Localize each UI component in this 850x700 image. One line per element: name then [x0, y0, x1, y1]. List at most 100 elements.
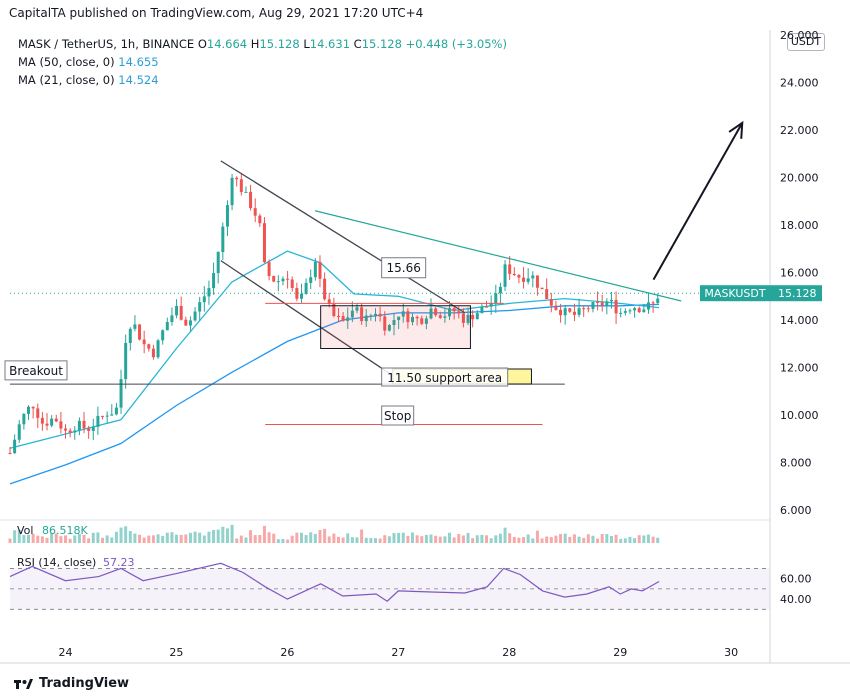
candle-body — [406, 311, 410, 323]
candle-body — [327, 299, 331, 304]
candle-body — [40, 417, 44, 424]
rsi-tick-label: 40.00 — [780, 593, 812, 606]
candle-body — [323, 278, 327, 300]
volume-bar — [494, 535, 498, 543]
volume-bar — [434, 535, 438, 543]
symbol-legend: MASK / TetherUS, 1h, BINANCE O14.664 H15… — [18, 37, 507, 51]
candle-body — [373, 313, 377, 316]
rsi-tick-label: 60.00 — [780, 573, 812, 586]
candle-body — [540, 287, 544, 290]
volume-bar — [438, 536, 442, 543]
candle-body — [290, 279, 294, 288]
volume-bar — [568, 536, 572, 543]
volume-bar — [309, 532, 313, 543]
candle-body — [485, 306, 489, 308]
candle-body — [91, 426, 95, 431]
volume-bar — [461, 535, 465, 543]
volume-bar — [646, 534, 650, 543]
candle-body — [494, 293, 498, 304]
time-tick-label: 29 — [613, 646, 627, 659]
candle-body — [73, 430, 77, 433]
volume-bar — [424, 534, 428, 543]
volume-bar — [411, 532, 415, 543]
time-tick-label: 26 — [280, 646, 294, 659]
volume-bar — [471, 538, 475, 543]
volume-bar — [101, 537, 105, 543]
volume-bar — [64, 535, 68, 543]
volume-bar — [318, 530, 322, 543]
candle-body — [114, 407, 118, 415]
candle-body — [142, 339, 146, 345]
volume-bar — [466, 532, 470, 543]
candle-body — [387, 324, 391, 331]
volume-bar — [540, 538, 544, 543]
volume-bar — [272, 533, 276, 543]
candle-body — [13, 439, 17, 454]
tradingview-logo[interactable]: TradingView — [14, 676, 129, 691]
candles — [8, 173, 660, 455]
time-tick-label: 25 — [169, 646, 183, 659]
candle-body — [133, 324, 137, 329]
candle-body — [105, 415, 109, 417]
support-label-box — [381, 367, 509, 387]
volume-bar — [383, 535, 387, 543]
volume-bar — [313, 533, 317, 543]
candle-body — [535, 275, 539, 288]
volume-label: Vol — [17, 524, 33, 537]
volume-bar — [633, 538, 637, 543]
volume-bar — [77, 533, 81, 543]
candle-body — [8, 453, 12, 454]
candle-body — [216, 252, 220, 274]
candle-body — [364, 315, 368, 322]
candle-body — [355, 307, 359, 311]
ma50-value: 14.655 — [118, 55, 159, 69]
high-value: 15.128 — [259, 37, 300, 51]
volume-bar — [184, 534, 188, 543]
volume-bar — [22, 535, 26, 543]
volume-bar — [535, 530, 539, 543]
candle-body — [448, 308, 452, 317]
candle-body — [651, 302, 655, 304]
candle-body — [434, 308, 438, 316]
publisher-header: CapitalTA published on TradingView.com, … — [9, 6, 424, 20]
candle-body — [309, 277, 313, 283]
volume-bar — [508, 533, 512, 543]
volume-bars — [8, 524, 660, 543]
volume-bar — [156, 534, 160, 543]
volume-bar — [235, 538, 239, 543]
falling-trendline-upper — [220, 160, 466, 314]
volume-bar — [119, 527, 123, 543]
candle-body — [110, 414, 114, 416]
volume-bar — [147, 535, 151, 543]
volume-bar — [138, 534, 142, 543]
volume-bar — [128, 531, 132, 543]
candle-body — [633, 308, 637, 311]
volume-bar — [369, 538, 373, 543]
candle-body — [531, 275, 535, 279]
candle-body — [272, 276, 276, 282]
ma21-legend[interactable]: MA (21, close, 0) 14.524 — [18, 73, 159, 87]
candle-body — [614, 299, 618, 314]
candle-body — [424, 318, 428, 324]
volume-bar — [114, 531, 118, 543]
ma50-legend[interactable]: MA (50, close, 0) 14.655 — [18, 55, 159, 69]
candle-body — [411, 316, 415, 323]
brand-text: TradingView — [39, 676, 130, 691]
volume-bar — [91, 532, 95, 543]
candle-body — [313, 261, 317, 278]
candle-body — [609, 299, 613, 302]
currency-button[interactable]: USDT — [787, 33, 825, 51]
candle-body — [212, 273, 216, 289]
volume-bar — [526, 534, 530, 543]
volume-bar — [27, 534, 31, 543]
candle-body — [68, 430, 72, 433]
volume-bar — [161, 535, 165, 543]
candle-body — [549, 298, 553, 306]
candle-body — [184, 319, 188, 326]
symbol-name[interactable]: MASK / TetherUS, 1h, BINANCE — [18, 37, 195, 51]
tradingview-logo-icon — [14, 678, 33, 689]
price-tick-label: 10.000 — [780, 409, 819, 422]
volume-bar — [373, 538, 377, 543]
candle-body — [253, 208, 257, 216]
